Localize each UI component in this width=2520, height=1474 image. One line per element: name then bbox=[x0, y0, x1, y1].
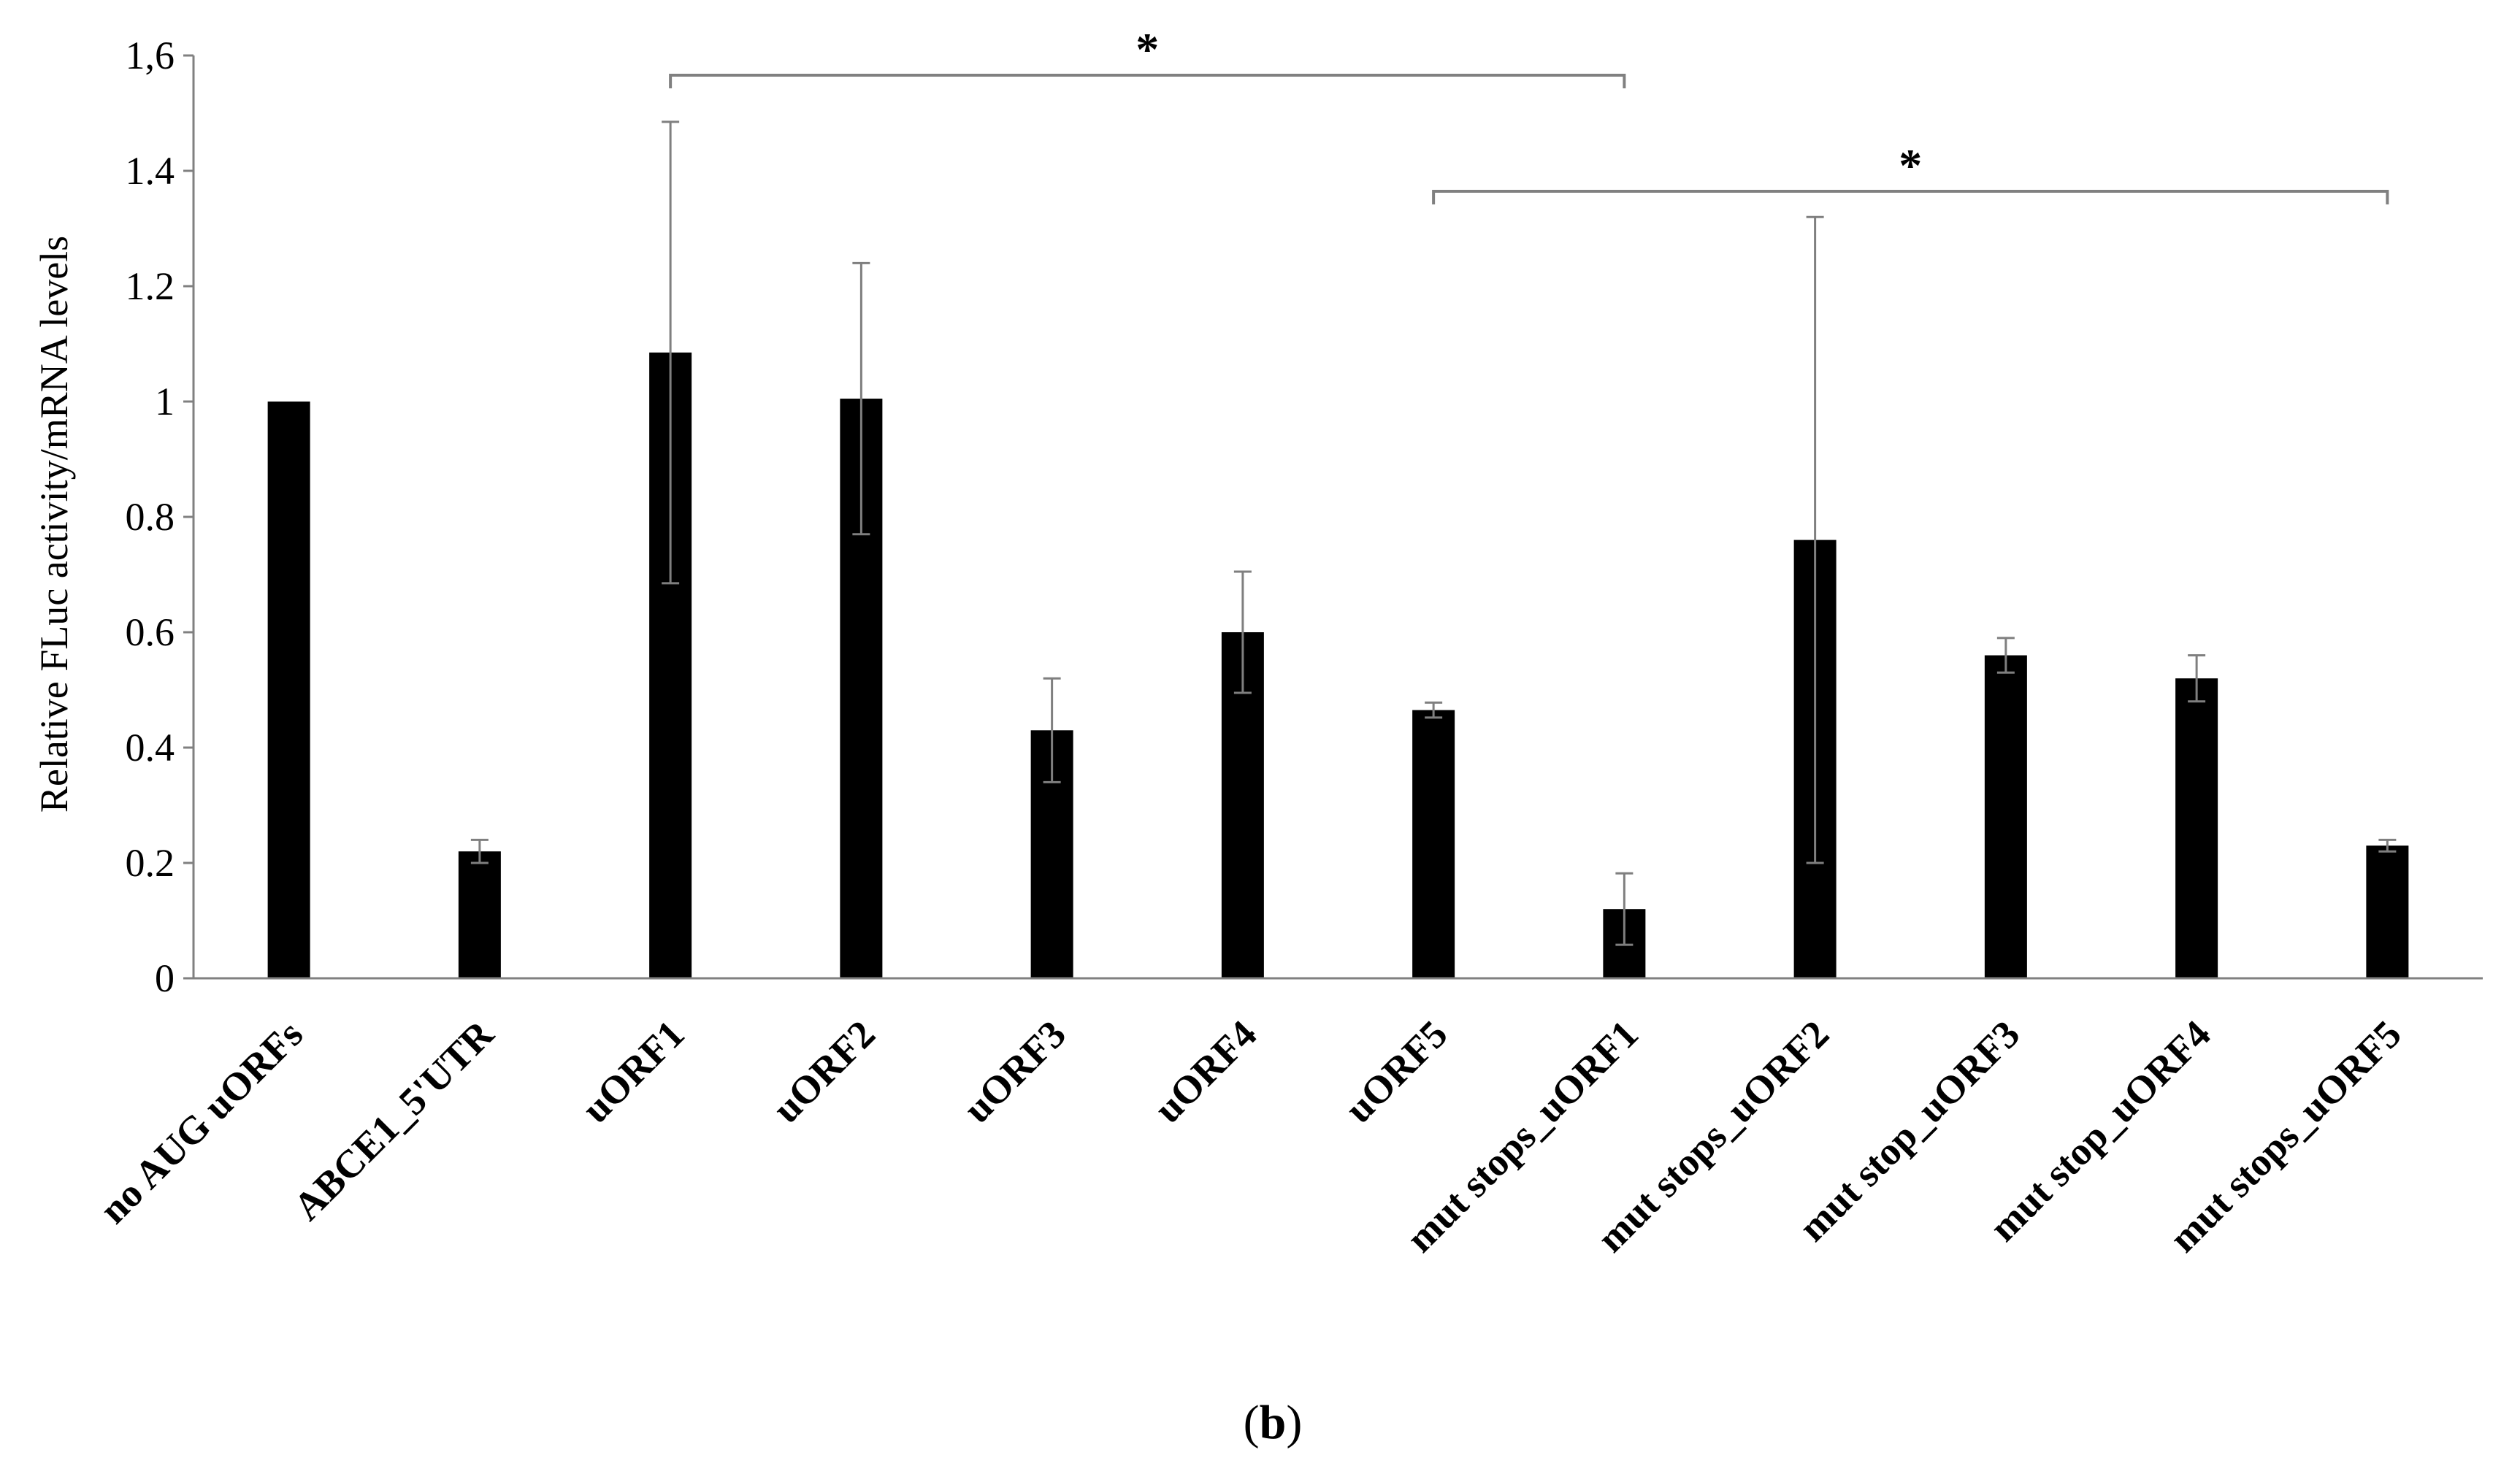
x-category-label: uORF2 bbox=[764, 1012, 883, 1131]
error-bars-group bbox=[470, 120, 2397, 946]
y-tick-label: 1.4 bbox=[126, 149, 175, 193]
bar bbox=[458, 851, 501, 978]
panel-label-open: ( bbox=[1244, 1396, 1260, 1449]
panel-label: (b) bbox=[1244, 1396, 1303, 1449]
x-category-label: uORF4 bbox=[1146, 1012, 1265, 1131]
bar bbox=[267, 402, 310, 978]
y-tick-label: 1.2 bbox=[126, 264, 175, 308]
y-tick-label: 0.8 bbox=[126, 495, 175, 539]
x-category-label: uORF5 bbox=[1336, 1012, 1455, 1131]
significance-bracket bbox=[669, 74, 1626, 88]
y-tick-label: 0 bbox=[155, 956, 175, 1000]
y-tick-label: 0.6 bbox=[126, 610, 175, 654]
y-axis-ticks: 0 0.2 0.4 0.6 0.8 1 1.2 1.4 1,6 bbox=[126, 34, 194, 1000]
panel-label-close: ) bbox=[1286, 1396, 1302, 1449]
x-category-label: uORF1 bbox=[573, 1012, 692, 1131]
y-tick-label: 0.4 bbox=[126, 726, 175, 769]
x-category-label: uORF3 bbox=[955, 1012, 1074, 1131]
x-category-label: ABCE1_5'UTR bbox=[285, 1011, 502, 1229]
bar bbox=[1412, 710, 1455, 978]
y-tick-label: 0.2 bbox=[126, 841, 175, 885]
significance-bracket bbox=[1432, 190, 2389, 204]
bar bbox=[1984, 655, 2027, 978]
y-tick-label: 1,6 bbox=[126, 34, 175, 77]
significance-star: * bbox=[1135, 23, 1159, 75]
bar bbox=[2366, 845, 2409, 978]
panel-label-letter: b bbox=[1260, 1396, 1287, 1449]
y-axis-title-group: Relative FLuc activity/mRNA levels bbox=[32, 236, 76, 813]
significance-brackets: ** bbox=[669, 23, 2389, 204]
x-category-label: no AUG uORFs bbox=[91, 1012, 311, 1232]
y-tick-label: 1 bbox=[155, 380, 175, 423]
axes-group bbox=[192, 55, 2483, 980]
significance-star: * bbox=[1899, 139, 1922, 191]
bar bbox=[2175, 678, 2218, 978]
y-axis-title: Relative FLuc activity/mRNA levels bbox=[32, 236, 76, 813]
bars-group bbox=[267, 352, 2409, 979]
